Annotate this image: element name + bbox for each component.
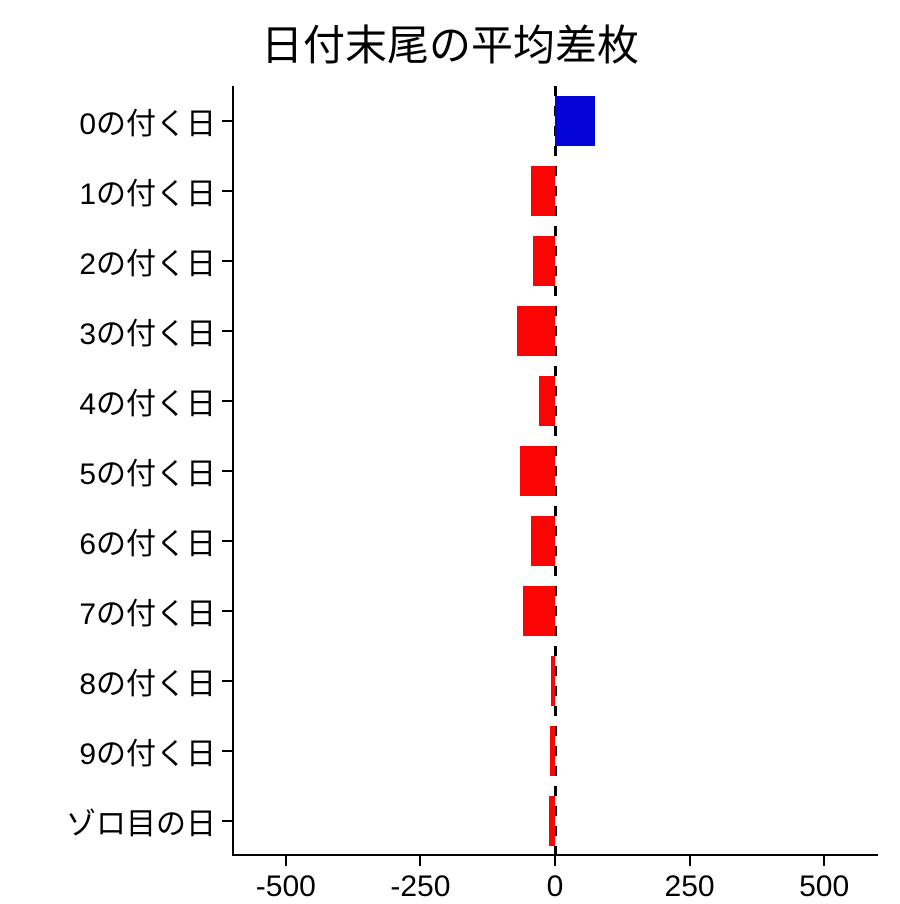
y-tick-mark bbox=[222, 120, 232, 122]
bar bbox=[551, 656, 555, 706]
y-tick-label: 0の付く日 bbox=[79, 99, 216, 143]
y-tick-mark bbox=[222, 820, 232, 822]
x-tick-label: -500 bbox=[256, 870, 316, 904]
y-tick-mark bbox=[222, 610, 232, 612]
x-tick-mark bbox=[689, 856, 691, 866]
bar bbox=[550, 726, 555, 776]
y-tick-mark bbox=[222, 540, 232, 542]
y-axis-line bbox=[232, 86, 234, 856]
x-tick-label: 0 bbox=[547, 870, 564, 904]
y-tick-mark bbox=[222, 470, 232, 472]
y-tick-label: 3の付く日 bbox=[79, 309, 216, 353]
bar bbox=[517, 306, 555, 356]
bar bbox=[549, 796, 555, 846]
bar bbox=[523, 586, 555, 636]
y-tick-mark bbox=[222, 190, 232, 192]
bar bbox=[539, 376, 555, 426]
y-tick-label: 8の付く日 bbox=[79, 659, 216, 703]
y-tick-label: 7の付く日 bbox=[79, 589, 216, 633]
x-tick-mark bbox=[554, 856, 556, 866]
y-tick-label: 4の付く日 bbox=[79, 379, 216, 423]
x-tick-label: 250 bbox=[665, 870, 715, 904]
y-tick-label: 9の付く日 bbox=[79, 729, 216, 773]
y-tick-label: 2の付く日 bbox=[79, 239, 216, 283]
bar bbox=[531, 166, 555, 216]
bar bbox=[531, 516, 555, 566]
x-tick-label: -250 bbox=[390, 870, 450, 904]
chart-title: 日付末尾の平均差枚 bbox=[0, 12, 900, 73]
y-tick-mark bbox=[222, 260, 232, 262]
y-tick-mark bbox=[222, 750, 232, 752]
x-tick-mark bbox=[823, 856, 825, 866]
bar bbox=[555, 96, 595, 146]
x-tick-mark bbox=[419, 856, 421, 866]
y-tick-label: 6の付く日 bbox=[79, 519, 216, 563]
y-tick-mark bbox=[222, 330, 232, 332]
y-tick-label: 5の付く日 bbox=[79, 449, 216, 493]
bar bbox=[533, 236, 555, 286]
x-tick-mark bbox=[285, 856, 287, 866]
y-tick-mark bbox=[222, 400, 232, 402]
bar bbox=[520, 446, 555, 496]
y-tick-label: ゾロ目の日 bbox=[66, 799, 216, 843]
x-tick-label: 500 bbox=[799, 870, 849, 904]
y-tick-mark bbox=[222, 680, 232, 682]
plot-area: 0の付く日1の付く日2の付く日3の付く日4の付く日5の付く日6の付く日7の付く日… bbox=[232, 86, 878, 856]
y-tick-label: 1の付く日 bbox=[79, 169, 216, 213]
